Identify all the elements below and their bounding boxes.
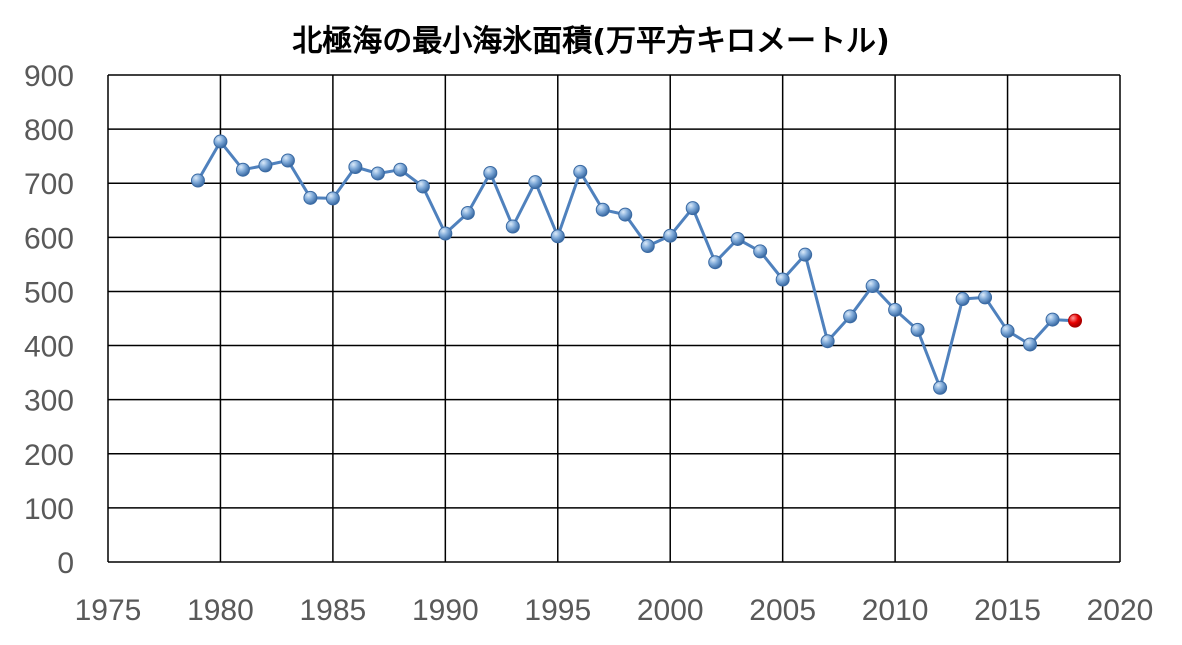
data-point (325, 191, 340, 206)
x-tick-label: 2015 (974, 594, 1041, 627)
data-point (460, 205, 475, 220)
data-point (910, 322, 925, 337)
data-point (303, 190, 318, 205)
data-point (573, 164, 588, 179)
data-point (663, 228, 678, 243)
y-tick-label: 300 (24, 385, 74, 418)
data-point (190, 173, 205, 188)
y-tick-label: 500 (24, 276, 74, 309)
x-tick-label: 1975 (75, 594, 142, 627)
data-point (393, 162, 408, 177)
y-tick-label: 800 (24, 114, 74, 147)
data-point (348, 159, 363, 174)
data-point (820, 334, 835, 349)
data-point-latest (1068, 313, 1083, 328)
data-point (415, 179, 430, 194)
data-point (798, 247, 813, 262)
data-point (753, 244, 768, 259)
y-tick-label: 700 (24, 168, 74, 201)
y-tick-label: 100 (24, 493, 74, 526)
data-point (235, 162, 250, 177)
y-tick-label: 900 (24, 60, 74, 93)
data-point (483, 165, 498, 180)
data-point (1000, 323, 1015, 338)
series-line (196, 140, 1076, 390)
data-point (370, 166, 385, 181)
data-point (685, 201, 700, 216)
tick-labels: 0 100 200 300 400 500 600 700 800 900 1975 1980 1985… (24, 60, 1153, 627)
grid (107, 74, 1121, 563)
data-point (505, 219, 520, 234)
data-point (843, 309, 858, 324)
data-point (1045, 312, 1060, 327)
data-point (708, 255, 723, 270)
data-point (640, 238, 655, 253)
x-tick-label: 1995 (524, 594, 591, 627)
data-point (595, 202, 610, 217)
y-tick-label: 200 (24, 439, 74, 472)
data-point (213, 134, 228, 149)
data-point (1023, 337, 1038, 352)
data-point (775, 272, 790, 287)
y-tick-label: 0 (57, 547, 74, 580)
data-point (258, 158, 273, 173)
x-tick-label: 2010 (862, 594, 929, 627)
x-tick-label: 1990 (412, 594, 479, 627)
x-tick-label: 1980 (187, 594, 254, 627)
x-tick-label: 2000 (637, 594, 704, 627)
data-point (618, 207, 633, 222)
data-point (865, 279, 880, 294)
y-tick-label: 400 (24, 331, 74, 364)
x-tick-label: 1985 (300, 594, 367, 627)
x-tick-label: 2020 (1087, 594, 1154, 627)
data-point (933, 380, 948, 395)
chart-title: 北極海の最小海氷面積(万平方キロメートル) (292, 24, 890, 59)
data-point (955, 292, 970, 307)
data-point (280, 153, 295, 168)
x-tick-label: 2005 (749, 594, 816, 627)
data-point (528, 175, 543, 190)
data-point (888, 302, 903, 317)
data-point (978, 290, 993, 305)
series (190, 134, 1083, 395)
data-point (438, 226, 453, 241)
data-point (550, 229, 565, 244)
y-tick-label: 600 (24, 222, 74, 255)
data-point (730, 231, 745, 246)
